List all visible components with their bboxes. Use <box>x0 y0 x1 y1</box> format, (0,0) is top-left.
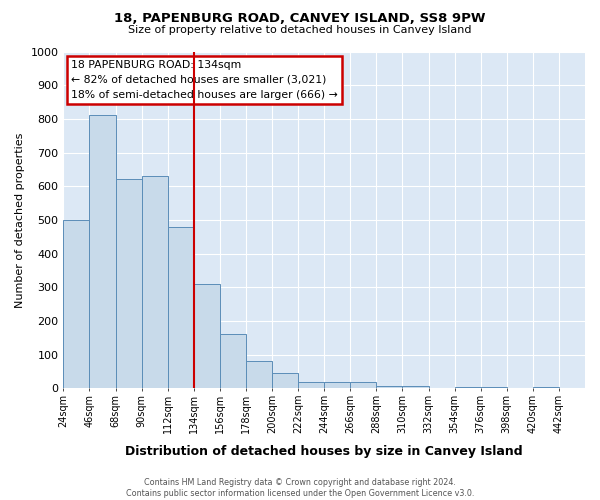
X-axis label: Distribution of detached houses by size in Canvey Island: Distribution of detached houses by size … <box>125 444 523 458</box>
Text: 18, PAPENBURG ROAD, CANVEY ISLAND, SS8 9PW: 18, PAPENBURG ROAD, CANVEY ISLAND, SS8 9… <box>114 12 486 26</box>
Bar <box>324 382 350 388</box>
Text: 18 PAPENBURG ROAD: 134sqm
← 82% of detached houses are smaller (3,021)
18% of se: 18 PAPENBURG ROAD: 134sqm ← 82% of detac… <box>71 60 338 100</box>
Bar <box>246 362 272 388</box>
Text: Size of property relative to detached houses in Canvey Island: Size of property relative to detached ho… <box>128 25 472 35</box>
Bar <box>89 116 116 388</box>
Bar <box>64 220 89 388</box>
Y-axis label: Number of detached properties: Number of detached properties <box>15 132 25 308</box>
Bar <box>455 386 481 388</box>
Bar <box>298 382 324 388</box>
Bar <box>116 180 142 388</box>
Bar <box>142 176 168 388</box>
Bar <box>220 334 246 388</box>
Bar <box>168 226 194 388</box>
Bar <box>272 373 298 388</box>
Bar <box>403 386 428 388</box>
Bar <box>376 386 403 388</box>
Text: Contains HM Land Registry data © Crown copyright and database right 2024.
Contai: Contains HM Land Registry data © Crown c… <box>126 478 474 498</box>
Bar <box>350 382 376 388</box>
Bar <box>194 284 220 389</box>
